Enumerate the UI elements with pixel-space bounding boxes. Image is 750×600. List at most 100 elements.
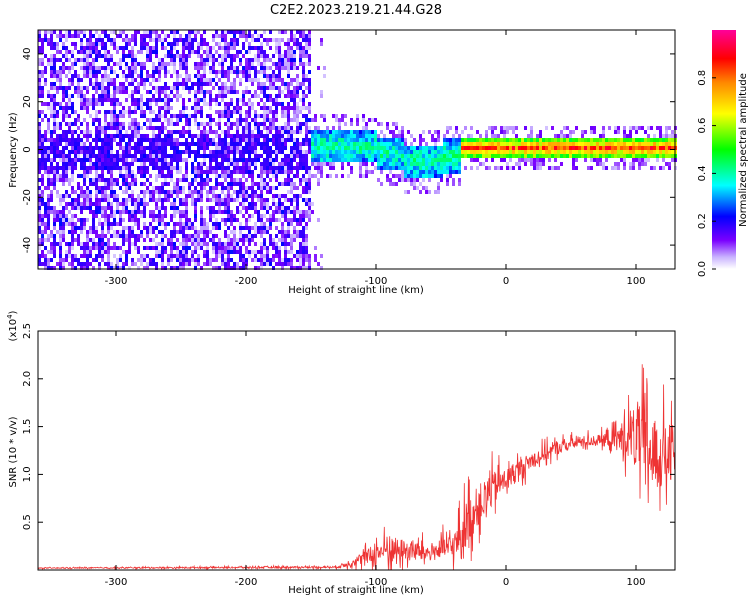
spectrogram-cell [218,166,221,170]
spectrogram-cell [590,138,593,142]
spectrogram-cell [260,114,263,118]
spectrogram-cell [176,138,179,142]
spectrogram-cell [197,150,200,154]
spectrogram-cell [50,38,53,42]
spectrogram-cell [287,90,290,94]
spectrogram-cell [80,206,83,210]
spectrogram-cell [245,34,248,38]
spectrogram-cell [86,122,89,126]
spectrogram-cell [206,258,209,262]
spectrogram-cell [233,38,236,42]
spectrogram-cell [518,138,521,142]
spectrogram-cell [224,114,227,118]
spectrogram-cell [170,202,173,206]
spectrogram-cell [242,98,245,102]
spectrogram-cell [428,130,431,134]
spectrogram-cell [209,114,212,118]
spectrogram-cell [194,266,197,270]
spectrogram-cell [194,226,197,230]
spectrogram-cell [305,242,308,246]
spectrogram-cell [119,146,122,150]
spectrogram-cell [626,146,629,150]
spectrogram-cell [524,154,527,158]
spectrogram-cell [80,190,83,194]
spectrogram-cell [122,162,125,166]
spectrogram-cell [128,154,131,158]
spectrogram-cell [572,146,575,150]
spectrogram-cell [128,234,131,238]
spectrogram-cell [170,50,173,54]
spectrogram-cell [221,186,224,190]
spectrogram-cell [194,34,197,38]
spectrogram-cell [281,238,284,242]
spectrogram-cell [107,98,110,102]
spectrogram-cell [407,174,410,178]
spectrogram-cell [209,138,212,142]
spectrogram-cell [476,146,479,150]
spectrogram-cell [467,138,470,142]
spectrogram-cell [272,62,275,66]
spectrogram-cell [101,198,104,202]
spectrogram-cell [590,158,593,162]
spectrogram-cell [272,238,275,242]
spectrogram-cell [185,54,188,58]
spectrogram-cell [155,266,158,270]
spectrogram-cell [92,46,95,50]
spectrogram-cell [65,178,68,182]
spectrogram-cell [254,58,257,62]
spectrogram-cell [263,66,266,70]
spectrogram-cell [194,106,197,110]
spectrogram-cell [47,42,50,46]
spectrogram-cell [107,82,110,86]
spectrogram-cell [167,254,170,258]
spectrogram-cell [176,170,179,174]
spectrogram-cell [305,94,308,98]
spectrogram-cell [164,246,167,250]
spectrogram-cell [272,198,275,202]
spectrogram-cell [59,214,62,218]
spectrogram-cell [188,114,191,118]
spectrogram-cell [293,62,296,66]
spectrogram-cell [317,134,320,138]
spectrogram-cell [98,250,101,254]
spectrogram-cell [425,150,428,154]
spectrogram-cell [116,46,119,50]
spectrogram-cell [215,222,218,226]
spectrogram-cell [116,246,119,250]
spectrogram-cell [83,34,86,38]
spectrogram-cell [119,266,122,270]
spectrogram-cell [302,78,305,82]
spectrogram-cell [242,42,245,46]
spectrogram-cell [224,122,227,126]
spectrogram-cell [344,130,347,134]
spectrogram-cell [128,38,131,42]
spectrogram-cell [152,226,155,230]
spectrogram-cell [230,214,233,218]
spectrogram-cell [134,154,137,158]
spectrogram-cell [134,178,137,182]
spectrogram-cell [242,234,245,238]
spectrogram-cell [206,142,209,146]
spectrogram-cell [275,242,278,246]
spectrogram-cell [185,198,188,202]
spectrogram-cell [266,142,269,146]
spectrogram-cell [38,158,41,162]
spectrogram-cell [224,54,227,58]
spectrogram-cell [80,142,83,146]
spectrogram-cell [131,58,134,62]
spectrogram-cell [284,50,287,54]
spectrogram-cell [275,86,278,90]
spectrogram-cell [227,74,230,78]
snr-background [38,331,675,570]
spectrogram-cell [173,38,176,42]
spectrogram-cell [197,238,200,242]
spectrogram-cell [104,30,107,34]
spectrogram-cell [293,102,296,106]
spectrogram-cell [140,94,143,98]
spectrogram-cell [170,30,173,34]
spectrogram-cell [44,154,47,158]
spectrogram-cell [299,230,302,234]
spectrogram-cell [197,98,200,102]
spectrogram-cell [671,130,674,134]
spectrogram-cell [164,158,167,162]
